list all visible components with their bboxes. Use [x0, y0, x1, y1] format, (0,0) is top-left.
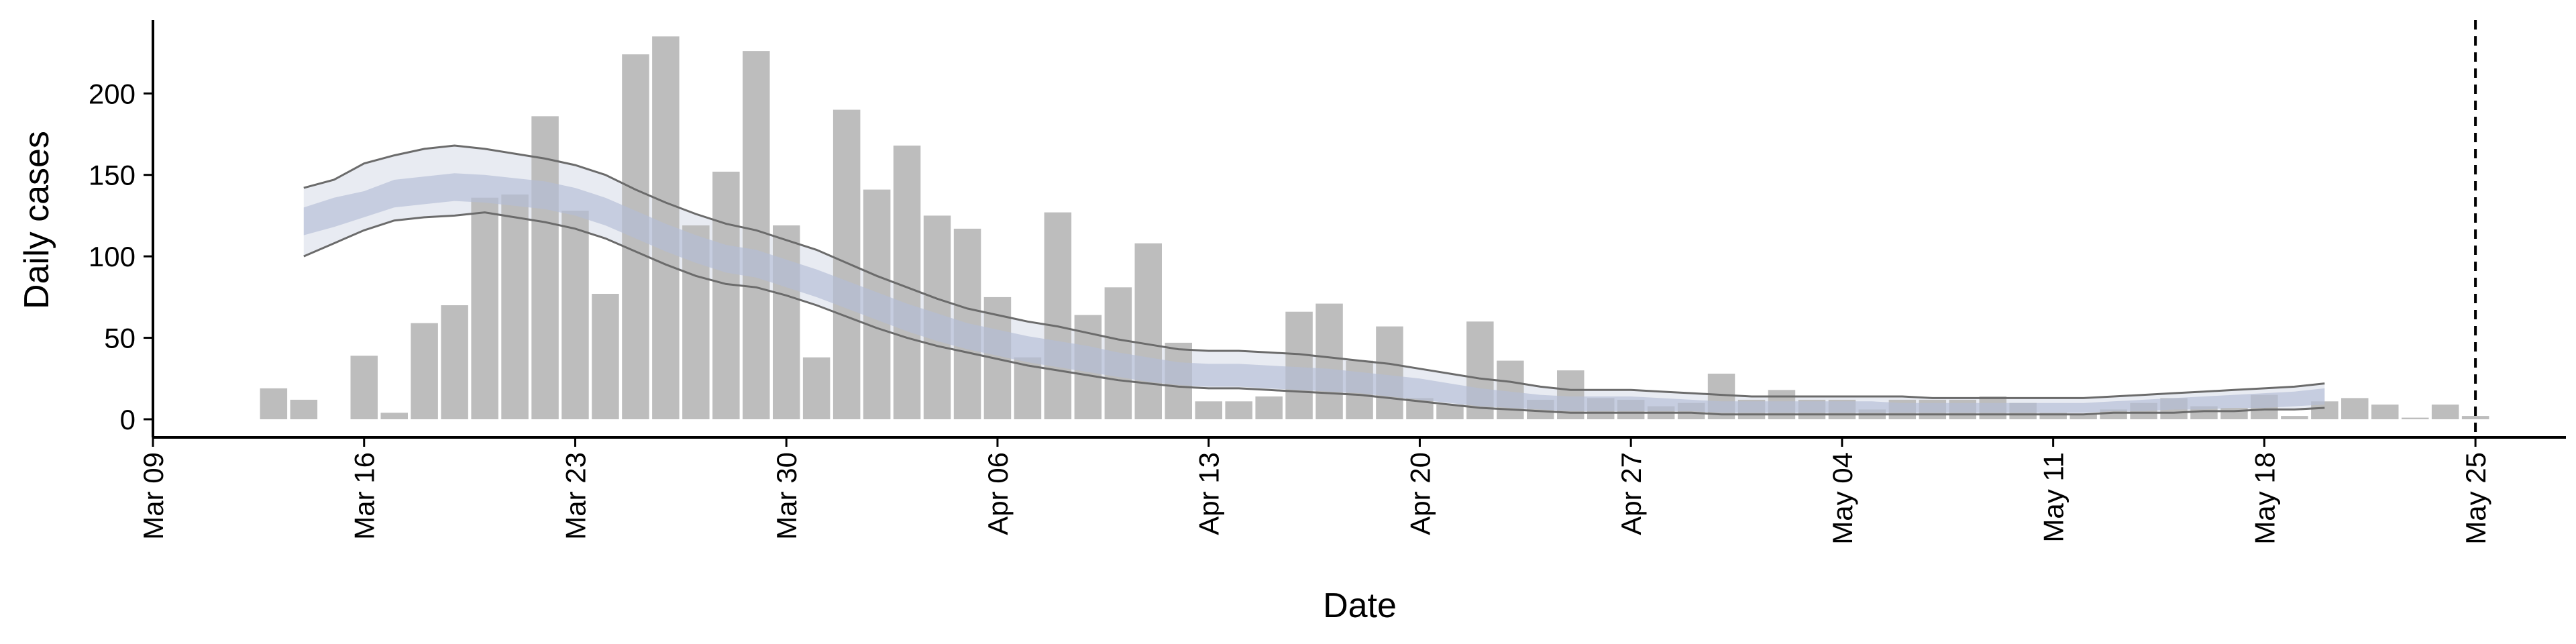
daily-cases-bar	[471, 197, 498, 419]
estimate-band-overlay	[303, 144, 2325, 416]
y-tick-label: 0	[120, 404, 136, 435]
daily-cases-bar	[1044, 212, 1072, 419]
x-tick-label: May 18	[2249, 452, 2280, 545]
y-axis-ticks: 0 50 100 150 200	[89, 78, 153, 435]
y-tick-label: 150	[89, 160, 136, 191]
daily-cases-bar	[531, 116, 559, 420]
x-tick-label: May 11	[2038, 452, 2070, 543]
daily-cases-bar	[441, 305, 468, 419]
estimate-band-layer	[303, 146, 2325, 415]
x-tick-label: Mar 30	[771, 452, 802, 540]
daily-cases-bar	[712, 171, 740, 419]
daily-cases-bar	[2371, 405, 2399, 419]
daily-cases-bar	[411, 323, 438, 419]
daily-cases-bar	[592, 294, 619, 419]
daily-cases-bar	[561, 211, 589, 419]
daily-cases-bar	[773, 225, 800, 419]
daily-cases-bar	[2281, 416, 2308, 419]
daily-cases-bar	[1316, 303, 1343, 419]
daily-cases-bar	[2461, 416, 2489, 419]
daily-cases-bar	[1134, 243, 1162, 419]
daily-cases-bar	[1225, 401, 1252, 419]
daily-cases-bar	[1436, 405, 1464, 419]
daily-cases-bar	[380, 413, 408, 419]
x-tick-label: Apr 27	[1615, 452, 1647, 535]
daily-cases-bar	[833, 109, 861, 419]
daily-cases-bar	[1195, 401, 1222, 419]
daily-cases-bar	[1255, 396, 1283, 419]
y-tick-label: 50	[104, 323, 136, 354]
y-axis-title: Daily cases	[17, 131, 56, 309]
estimate-band-upper-line	[303, 144, 2325, 399]
x-tick-label: Apr 13	[1193, 452, 1225, 535]
daily-cases-bars	[260, 36, 2489, 420]
daily-cases-bar	[290, 399, 318, 419]
daily-cases-bar	[743, 51, 770, 420]
x-tick-label: May 25	[2460, 452, 2491, 545]
estimate-band-outer	[303, 146, 2325, 415]
daily-cases-bar	[2039, 413, 2067, 419]
daily-cases-bar	[2341, 398, 2369, 419]
daily-cases-bar	[2431, 405, 2459, 419]
x-tick-label: Mar 09	[138, 452, 169, 540]
x-axis-title: Date	[1323, 586, 1397, 625]
daily-cases-bar	[2190, 406, 2218, 419]
daily-cases-bar	[802, 357, 830, 419]
x-tick-label: Apr 06	[982, 452, 1014, 535]
x-tick-label: Mar 16	[349, 452, 380, 540]
daily-cases-bar	[2220, 408, 2248, 419]
daily-cases-bar	[1376, 326, 1403, 419]
estimate-band-inner	[303, 173, 2325, 413]
daily-cases-bar	[893, 146, 921, 419]
daily-cases-bar	[260, 388, 288, 419]
axes: 0 50 100 150 200 Mar 09 Mar 16 Mar 23 Mar 30 Apr…	[89, 20, 2566, 545]
x-tick-label: Mar 23	[560, 452, 592, 540]
estimate-band-lower-line	[303, 211, 2325, 416]
daily-cases-bar	[1285, 311, 1313, 419]
x-tick-label: May 04	[1827, 452, 1858, 545]
y-tick-label: 100	[89, 241, 136, 272]
daily-cases-bar	[350, 356, 378, 419]
y-tick-label: 200	[89, 78, 136, 109]
daily-cases-bar	[501, 194, 529, 419]
daily-cases-bar	[2070, 414, 2097, 419]
x-axis-ticks: Mar 09 Mar 16 Mar 23 Mar 30 Apr 06 Apr 13 Apr …	[138, 437, 2491, 545]
daily-cases-bar	[2402, 417, 2429, 419]
x-tick-label: Apr 20	[1404, 452, 1436, 535]
